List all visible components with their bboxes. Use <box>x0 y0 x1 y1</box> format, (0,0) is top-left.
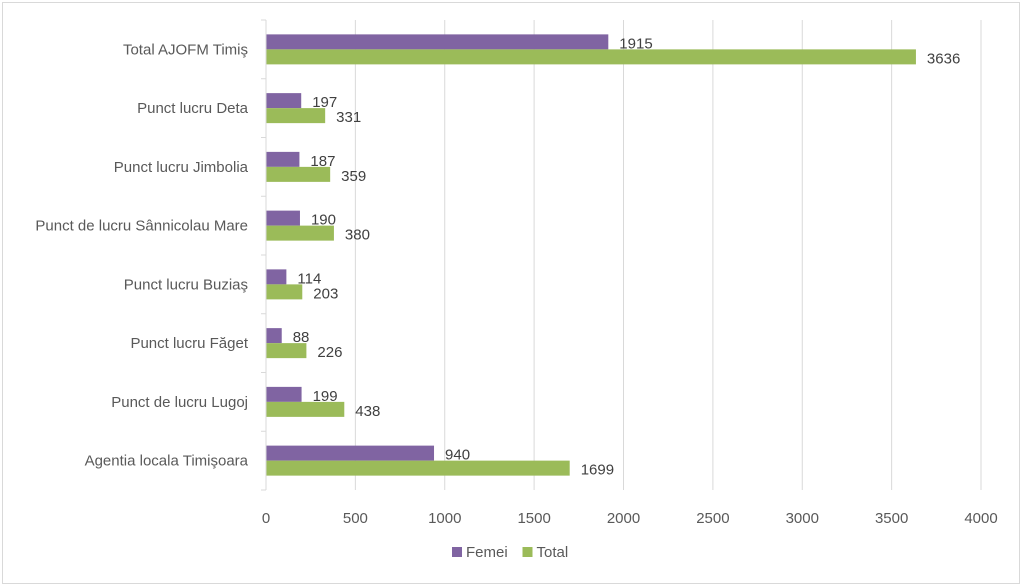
data-label: 203 <box>313 285 338 302</box>
legend-label: Total <box>537 544 569 561</box>
category-label: Punct lucru Buziaş <box>124 276 248 293</box>
data-label: 199 <box>313 388 338 405</box>
bar-femei <box>266 328 282 344</box>
bar-total <box>266 49 916 65</box>
bar-femei <box>266 269 287 285</box>
data-label: 331 <box>336 109 361 126</box>
category-label: Agentia locala Timişoara <box>85 453 249 470</box>
value-axis: 0 500 1000 1500 2000 2500 3000 3500 4000 <box>262 510 998 527</box>
bar-total <box>266 460 570 476</box>
bar-femei <box>266 210 300 226</box>
category-label: Punct de lucru Lugoj <box>111 394 248 411</box>
x-tick-label: 0 <box>262 510 270 527</box>
data-label: 438 <box>355 403 380 420</box>
data-label: 3636 <box>927 50 960 67</box>
data-label: 940 <box>445 447 470 464</box>
legend: Femei Total <box>452 544 568 561</box>
bar-femei <box>266 386 302 402</box>
bars <box>266 34 916 476</box>
bar-femei <box>266 93 302 109</box>
data-label: 380 <box>345 227 370 244</box>
x-tick-label: 1500 <box>517 510 550 527</box>
data-label: 114 <box>297 270 321 287</box>
bar-total <box>266 108 326 124</box>
category-label: Punct de lucru Sânnicolau Mare <box>35 218 248 235</box>
data-label: 226 <box>317 344 342 361</box>
data-label: 1915 <box>619 35 652 52</box>
legend-swatch-femei <box>452 547 462 557</box>
bar-total <box>266 166 331 182</box>
category-label: Punct lucru Jimbolia <box>114 159 249 176</box>
x-tick-label: 1000 <box>428 510 461 527</box>
bar-total <box>266 284 303 300</box>
category-label: Punct lucru Deta <box>137 100 249 117</box>
x-tick-label: 3500 <box>875 510 908 527</box>
x-tick-label: 2500 <box>696 510 729 527</box>
bar-total <box>266 225 334 241</box>
x-tick-label: 2000 <box>607 510 640 527</box>
category-axis: Total AJOFM Timiş Punct lucru Deta Punct l… <box>35 19 267 491</box>
data-label: 1699 <box>581 462 614 479</box>
data-label: 359 <box>341 168 366 185</box>
bar-femei <box>266 34 609 50</box>
data-label: 187 <box>310 153 335 170</box>
bar-femei <box>266 151 300 167</box>
x-tick-label: 3000 <box>786 510 819 527</box>
legend-label: Femei <box>466 544 508 561</box>
bar-total <box>266 401 345 417</box>
x-tick-label: 500 <box>343 510 368 527</box>
bar-total <box>266 343 307 359</box>
bar-femei <box>266 445 435 461</box>
legend-swatch-total <box>522 547 533 557</box>
data-label: 197 <box>312 94 337 111</box>
data-label: 88 <box>293 329 310 346</box>
category-label: Punct lucru Făget <box>130 335 248 352</box>
x-tick-label: 4000 <box>964 510 997 527</box>
data-label: 190 <box>311 212 336 229</box>
category-label: Total AJOFM Timiş <box>123 41 248 58</box>
